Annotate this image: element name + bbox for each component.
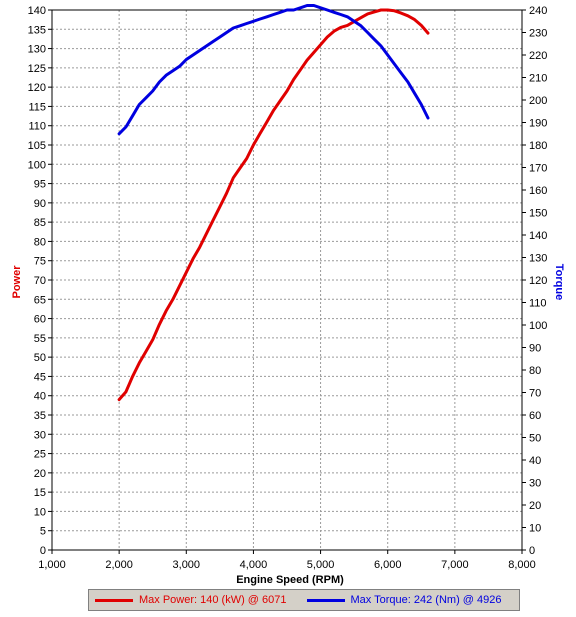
- y-right-tick-label: 20: [529, 500, 541, 512]
- y-axis-left-label: Power: [11, 265, 23, 299]
- y-left-tick-label: 65: [34, 294, 46, 306]
- y-right-tick-label: 140: [529, 230, 547, 242]
- y-right-tick-label: 130: [529, 253, 547, 265]
- y-left-tick-label: 80: [34, 236, 46, 248]
- y-right-tick-label: 10: [529, 523, 541, 535]
- y-left-tick-label: 90: [34, 198, 46, 210]
- y-right-tick-label: 100: [529, 320, 547, 332]
- x-tick-label: 1,000: [38, 559, 66, 571]
- legend-swatch-power: [95, 598, 133, 602]
- y-left-tick-label: 30: [34, 429, 46, 441]
- y-left-tick-label: 70: [34, 275, 46, 287]
- y-right-tick-label: 230: [529, 28, 547, 40]
- legend-swatch-torque: [306, 598, 345, 602]
- y-right-tick-label: 90: [529, 343, 541, 355]
- y-left-tick-label: 50: [34, 352, 46, 364]
- x-tick-label: 8,000: [508, 559, 536, 571]
- y-left-tick-label: 45: [34, 371, 46, 383]
- y-right-tick-label: 80: [529, 365, 541, 377]
- y-left-tick-label: 125: [28, 63, 46, 75]
- y-left-tick-label: 85: [34, 217, 46, 229]
- chart-svg: 0 5 10 15 20 25 30 35 40 45 50 55 60 65 70 75 80 85 90 95 10…: [11, 4, 565, 586]
- legend-item-power: Max Power: 140 (kW) @ 6071: [95, 594, 287, 606]
- y-left-tick-label: 95: [34, 179, 46, 191]
- y-left-tick-label: 115: [28, 101, 46, 113]
- y-right-tick-label: 120: [529, 275, 547, 287]
- x-tick-label: 3,000: [173, 559, 201, 571]
- legend-label-power: Max Power: 140 (kW) @ 6071: [139, 594, 287, 606]
- y-right-tick-label: 150: [529, 208, 547, 220]
- y-left-tick-label: 15: [34, 487, 46, 499]
- y-left-tick-label: 20: [34, 468, 46, 480]
- x-tick-label: 2,000: [105, 559, 133, 571]
- y-left-tick-label: 105: [28, 140, 46, 152]
- legend: Max Power: 140 (kW) @ 6071 Max Torque: 2…: [88, 589, 520, 611]
- legend-label-torque: Max Torque: 242 (Nm) @ 4926: [350, 594, 502, 606]
- y-right-tick-label: 110: [529, 298, 547, 310]
- y-left-tick-label: 135: [28, 24, 46, 36]
- y-right-tick-label: 190: [529, 118, 547, 130]
- series-layer: [117, 4, 430, 402]
- y-left-tick-label: 75: [34, 256, 46, 268]
- y-right-tick-label: 200: [529, 95, 547, 107]
- y-right-tick-label: 210: [529, 73, 547, 85]
- x-tick-label: 5,000: [307, 559, 335, 571]
- y-right-tick-label: 60: [529, 410, 541, 422]
- y-axis-right-label: Torque: [553, 264, 565, 300]
- series-line-power: [117, 8, 430, 402]
- y-left-tick-label: 10: [34, 506, 46, 518]
- y-right-tick-label: 220: [529, 50, 547, 62]
- y-right-tick-label: 40: [529, 455, 541, 467]
- y-left-tick-label: 60: [34, 314, 46, 326]
- y-right-tick-label: 180: [529, 140, 547, 152]
- legend-item-torque: Max Torque: 242 (Nm) @ 4926: [306, 594, 502, 606]
- y-left-tick-label: 0: [40, 545, 46, 557]
- y-right-tick-label: 70: [529, 388, 541, 400]
- y-left-tick-label: 100: [28, 159, 46, 171]
- y-right-tick-label: 170: [529, 163, 547, 175]
- y-right-tick-label: 30: [529, 478, 541, 490]
- y-left-tick-label: 55: [34, 333, 46, 345]
- grid-layer: [51, 9, 523, 551]
- x-tick-label: 6,000: [374, 559, 402, 571]
- y-left-tick-label: 110: [28, 121, 46, 133]
- ticks-layer: 0 5 10 15 20 25 30 35 40 45 50 55 60 65 70 75 80 85 90 95 10…: [28, 5, 548, 571]
- y-left-tick-label: 130: [28, 44, 46, 56]
- y-left-tick-label: 35: [34, 410, 46, 422]
- y-right-tick-label: 240: [529, 5, 547, 17]
- y-left-tick-label: 40: [34, 391, 46, 403]
- x-tick-label: 7,000: [441, 559, 469, 571]
- x-axis-label: Engine Speed (RPM): [236, 574, 344, 586]
- y-left-tick-label: 140: [28, 5, 46, 17]
- y-left-tick-label: 25: [34, 449, 46, 461]
- x-tick-label: 4,000: [240, 559, 268, 571]
- y-right-tick-label: 50: [529, 433, 541, 445]
- series-line-torque: [117, 4, 430, 136]
- y-left-tick-label: 120: [28, 82, 46, 94]
- y-right-tick-label: 0: [529, 545, 535, 557]
- y-right-tick-label: 160: [529, 185, 547, 197]
- y-left-tick-label: 5: [40, 526, 46, 538]
